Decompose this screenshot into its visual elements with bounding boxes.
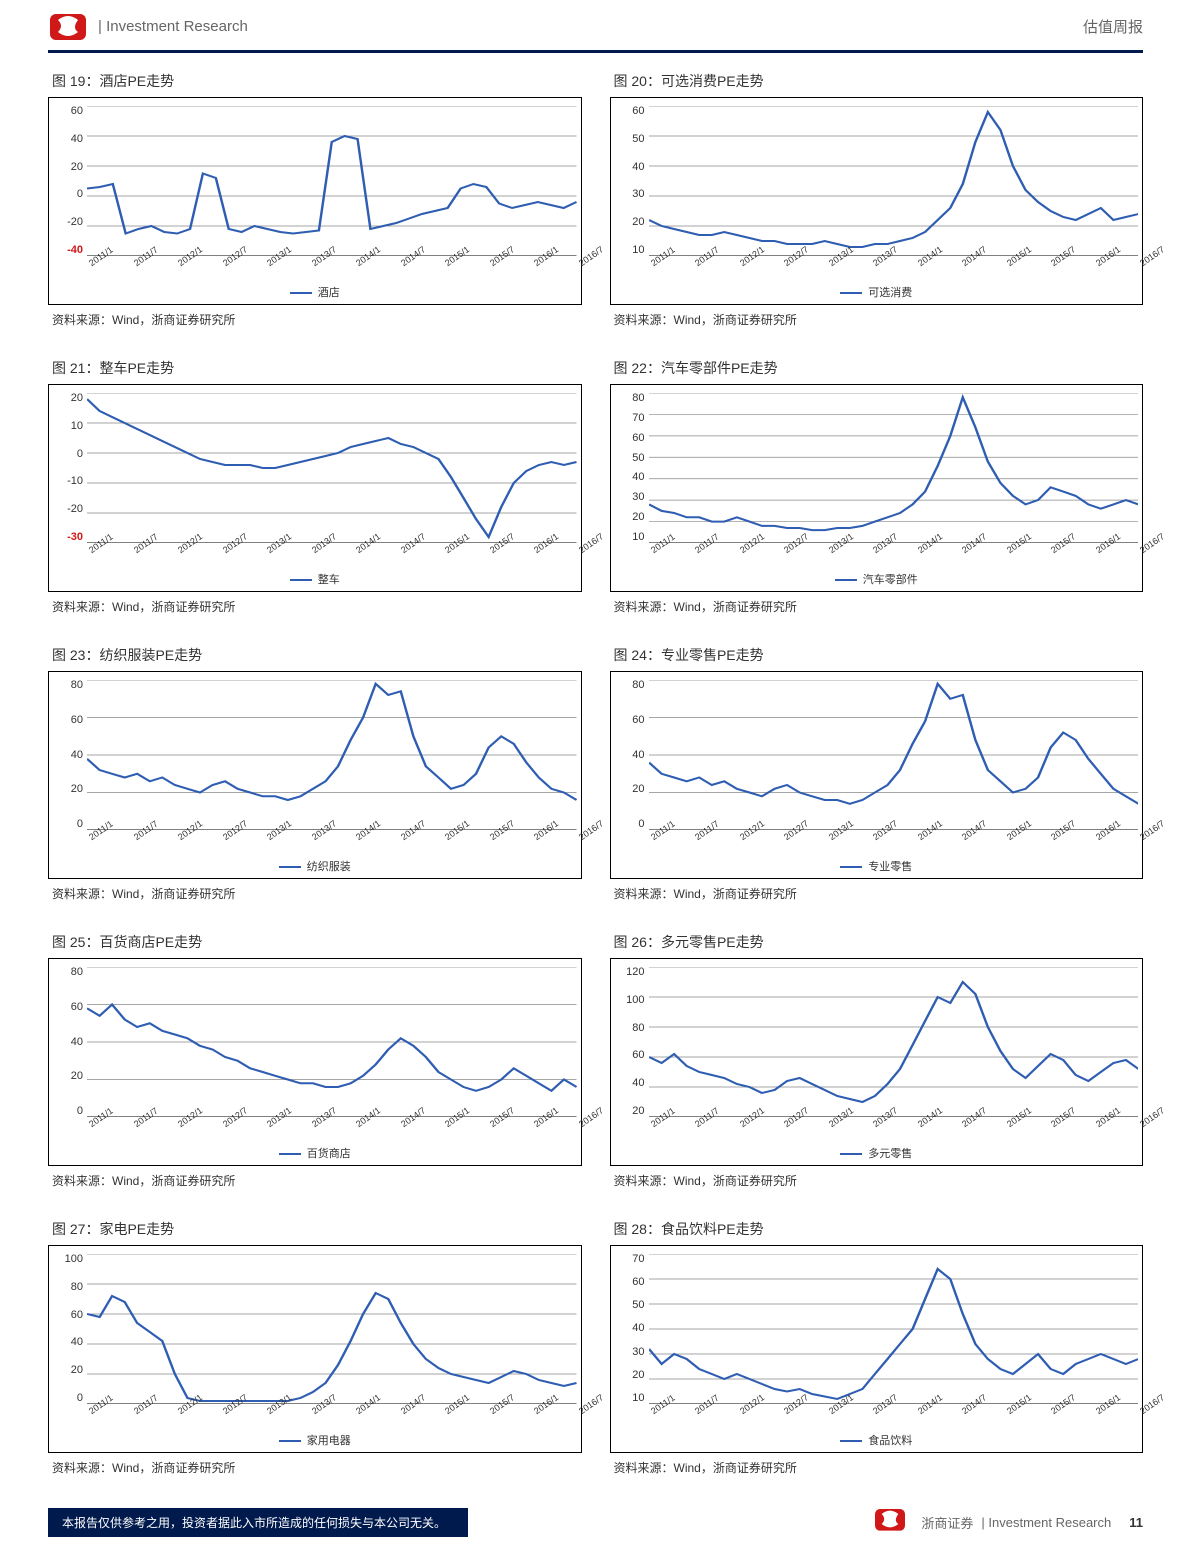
plot-area bbox=[649, 106, 1139, 256]
chart-cell-c21: 图 21：整车PE走势20100-10-20-302011/12011/7201… bbox=[48, 352, 582, 617]
plot-area bbox=[649, 1254, 1139, 1404]
x-axis-labels: 2011/12011/72012/12012/72013/12013/72014… bbox=[53, 830, 577, 844]
chart-box: 80706050403020102011/12011/72012/12012/7… bbox=[610, 384, 1144, 592]
footer-right: 浙商证券 | Investment Research 11 bbox=[873, 1504, 1143, 1540]
plot-area bbox=[87, 967, 577, 1117]
x-axis-labels: 2011/12011/72012/12012/72013/12013/72014… bbox=[53, 543, 577, 557]
x-axis-labels: 2011/12011/72012/12012/72013/12013/72014… bbox=[53, 256, 577, 270]
plot-area bbox=[87, 393, 577, 543]
legend: 家用电器 bbox=[53, 1418, 577, 1448]
chart-title: 图 21：整车PE走势 bbox=[48, 352, 582, 384]
legend: 多元零售 bbox=[615, 1131, 1139, 1161]
legend: 可选消费 bbox=[615, 270, 1139, 300]
chart-title: 图 22：汽车零部件PE走势 bbox=[610, 352, 1144, 384]
y-axis-labels: 8070605040302010 bbox=[615, 393, 649, 543]
legend: 纺织服装 bbox=[53, 844, 577, 874]
x-axis-labels: 2011/12011/72012/12012/72013/12013/72014… bbox=[615, 830, 1139, 844]
plot-area bbox=[87, 680, 577, 830]
footer-brand-cn: 浙商证券 bbox=[921, 1513, 973, 1532]
y-axis-labels: 12010080604020 bbox=[615, 967, 649, 1117]
chart-box: 6040200-20-402011/12011/72012/12012/7201… bbox=[48, 97, 582, 305]
chart-cell-c22: 图 22：汽车零部件PE走势80706050403020102011/12011… bbox=[610, 352, 1144, 617]
chart-cell-c26: 图 26：多元零售PE走势120100806040202011/12011/72… bbox=[610, 926, 1144, 1191]
brand-logo-icon bbox=[48, 8, 88, 44]
plot-area bbox=[87, 106, 577, 256]
x-axis-labels: 2011/12011/72012/12012/72013/12013/72014… bbox=[615, 1404, 1139, 1418]
chart-title: 图 25：百货商店PE走势 bbox=[48, 926, 582, 958]
chart-source: 资料来源：Wind，浙商证券研究所 bbox=[48, 592, 582, 617]
x-axis-labels: 2011/12011/72012/12012/72013/12013/72014… bbox=[615, 543, 1139, 557]
plot-area bbox=[649, 680, 1139, 830]
page-header: | Investment Research 估值周报 bbox=[48, 0, 1143, 53]
header-right-text: 估值周报 bbox=[1083, 16, 1143, 37]
y-axis-labels: 605040302010 bbox=[615, 106, 649, 256]
y-axis-labels: 6040200-20-40 bbox=[53, 106, 87, 256]
legend: 汽车零部件 bbox=[615, 557, 1139, 587]
chart-box: 1008060402002011/12011/72012/12012/72013… bbox=[48, 1245, 582, 1453]
legend: 百货商店 bbox=[53, 1131, 577, 1161]
footer-logo-icon bbox=[873, 1504, 913, 1540]
y-axis-labels: 806040200 bbox=[615, 680, 649, 830]
chart-box: 120100806040202011/12011/72012/12012/720… bbox=[610, 958, 1144, 1166]
chart-cell-c23: 图 23：纺织服装PE走势8060402002011/12011/72012/1… bbox=[48, 639, 582, 904]
plot-area bbox=[649, 393, 1139, 543]
legend: 食品饮料 bbox=[615, 1418, 1139, 1448]
chart-title: 图 20：可选消费PE走势 bbox=[610, 65, 1144, 97]
x-axis-labels: 2011/12011/72012/12012/72013/12013/72014… bbox=[53, 1117, 577, 1131]
chart-box: 8060402002011/12011/72012/12012/72013/12… bbox=[48, 671, 582, 879]
header-left: | Investment Research bbox=[48, 8, 248, 44]
page-footer: 本报告仅供参考之用，投资者据此入市所造成的任何损失与本公司无关。 浙商证券 | … bbox=[48, 1504, 1143, 1540]
charts-grid: 图 19：酒店PE走势6040200-20-402011/12011/72012… bbox=[48, 65, 1143, 1478]
y-axis-labels: 100806040200 bbox=[53, 1254, 87, 1404]
x-axis-labels: 2011/12011/72012/12012/72013/12013/72014… bbox=[615, 256, 1139, 270]
legend: 整车 bbox=[53, 557, 577, 587]
chart-source: 资料来源：Wind，浙商证券研究所 bbox=[48, 879, 582, 904]
chart-title: 图 24：专业零售PE走势 bbox=[610, 639, 1144, 671]
y-axis-labels: 20100-10-20-30 bbox=[53, 393, 87, 543]
plot-area bbox=[87, 1254, 577, 1404]
header-left-text: | Investment Research bbox=[98, 18, 248, 35]
chart-cell-c28: 图 28：食品饮料PE走势706050403020102011/12011/72… bbox=[610, 1213, 1144, 1478]
chart-source: 资料来源：Wind，浙商证券研究所 bbox=[610, 592, 1144, 617]
page-number: 11 bbox=[1129, 1515, 1143, 1530]
chart-title: 图 27：家电PE走势 bbox=[48, 1213, 582, 1245]
chart-source: 资料来源：Wind，浙商证券研究所 bbox=[48, 305, 582, 330]
chart-source: 资料来源：Wind，浙商证券研究所 bbox=[610, 1453, 1144, 1478]
chart-source: 资料来源：Wind，浙商证券研究所 bbox=[48, 1453, 582, 1478]
chart-title: 图 23：纺织服装PE走势 bbox=[48, 639, 582, 671]
y-axis-labels: 806040200 bbox=[53, 680, 87, 830]
chart-box: 6050403020102011/12011/72012/12012/72013… bbox=[610, 97, 1144, 305]
plot-area bbox=[649, 967, 1139, 1117]
chart-source: 资料来源：Wind，浙商证券研究所 bbox=[610, 305, 1144, 330]
footer-disclaimer: 本报告仅供参考之用，投资者据此入市所造成的任何损失与本公司无关。 bbox=[48, 1508, 468, 1537]
y-axis-labels: 70605040302010 bbox=[615, 1254, 649, 1404]
chart-box: 706050403020102011/12011/72012/12012/720… bbox=[610, 1245, 1144, 1453]
chart-source: 资料来源：Wind，浙商证券研究所 bbox=[610, 1166, 1144, 1191]
chart-title: 图 19：酒店PE走势 bbox=[48, 65, 582, 97]
legend: 专业零售 bbox=[615, 844, 1139, 874]
chart-cell-c20: 图 20：可选消费PE走势6050403020102011/12011/7201… bbox=[610, 65, 1144, 330]
x-axis-labels: 2011/12011/72012/12012/72013/12013/72014… bbox=[53, 1404, 577, 1418]
chart-box: 8060402002011/12011/72012/12012/72013/12… bbox=[610, 671, 1144, 879]
chart-cell-c24: 图 24：专业零售PE走势8060402002011/12011/72012/1… bbox=[610, 639, 1144, 904]
chart-cell-c19: 图 19：酒店PE走势6040200-20-402011/12011/72012… bbox=[48, 65, 582, 330]
chart-source: 资料来源：Wind，浙商证券研究所 bbox=[610, 879, 1144, 904]
chart-cell-c25: 图 25：百货商店PE走势8060402002011/12011/72012/1… bbox=[48, 926, 582, 1191]
chart-box: 20100-10-20-302011/12011/72012/12012/720… bbox=[48, 384, 582, 592]
chart-title: 图 26：多元零售PE走势 bbox=[610, 926, 1144, 958]
chart-cell-c27: 图 27：家电PE走势1008060402002011/12011/72012/… bbox=[48, 1213, 582, 1478]
chart-source: 资料来源：Wind，浙商证券研究所 bbox=[48, 1166, 582, 1191]
x-axis-labels: 2011/12011/72012/12012/72013/12013/72014… bbox=[615, 1117, 1139, 1131]
y-axis-labels: 806040200 bbox=[53, 967, 87, 1117]
legend: 酒店 bbox=[53, 270, 577, 300]
footer-brand-en: | Investment Research bbox=[981, 1515, 1111, 1530]
chart-box: 8060402002011/12011/72012/12012/72013/12… bbox=[48, 958, 582, 1166]
chart-title: 图 28：食品饮料PE走势 bbox=[610, 1213, 1144, 1245]
